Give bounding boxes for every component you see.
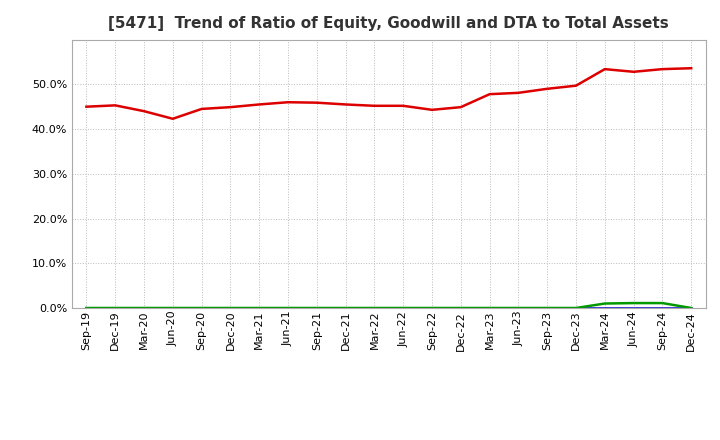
Deferred Tax Assets [111, 305, 120, 311]
Equity [226, 105, 235, 110]
Equity [197, 106, 206, 112]
Deferred Tax Assets [514, 305, 523, 311]
Deferred Tax Assets [543, 305, 552, 311]
Equity [543, 86, 552, 92]
Goodwill [485, 305, 494, 311]
Equity [456, 105, 465, 110]
Goodwill [514, 305, 523, 311]
Goodwill [600, 305, 609, 311]
Goodwill [226, 305, 235, 311]
Equity [111, 103, 120, 108]
Equity [399, 103, 408, 108]
Equity [312, 100, 321, 105]
Goodwill [658, 305, 667, 311]
Deferred Tax Assets [485, 305, 494, 311]
Equity [428, 107, 436, 113]
Line: Equity: Equity [86, 68, 691, 119]
Equity [168, 116, 177, 121]
Goodwill [543, 305, 552, 311]
Equity [572, 83, 580, 88]
Deferred Tax Assets [341, 305, 350, 311]
Deferred Tax Assets [658, 301, 667, 306]
Equity [341, 102, 350, 107]
Equity [140, 109, 148, 114]
Goodwill [255, 305, 264, 311]
Goodwill [341, 305, 350, 311]
Equity [255, 102, 264, 107]
Equity [687, 66, 696, 71]
Deferred Tax Assets [140, 305, 148, 311]
Goodwill [284, 305, 292, 311]
Line: Deferred Tax Assets: Deferred Tax Assets [86, 303, 691, 308]
Goodwill [370, 305, 379, 311]
Deferred Tax Assets [226, 305, 235, 311]
Goodwill [456, 305, 465, 311]
Goodwill [428, 305, 436, 311]
Deferred Tax Assets [572, 305, 580, 311]
Equity [658, 66, 667, 72]
Goodwill [111, 305, 120, 311]
Equity [600, 66, 609, 72]
Deferred Tax Assets [370, 305, 379, 311]
Goodwill [82, 305, 91, 311]
Equity [370, 103, 379, 108]
Deferred Tax Assets [284, 305, 292, 311]
Goodwill [168, 305, 177, 311]
Deferred Tax Assets [312, 305, 321, 311]
Deferred Tax Assets [399, 305, 408, 311]
Goodwill [312, 305, 321, 311]
Deferred Tax Assets [255, 305, 264, 311]
Equity [485, 92, 494, 97]
Deferred Tax Assets [197, 305, 206, 311]
Deferred Tax Assets [687, 305, 696, 311]
Goodwill [687, 305, 696, 311]
Equity [514, 90, 523, 95]
Equity [284, 99, 292, 105]
Deferred Tax Assets [456, 305, 465, 311]
Goodwill [629, 305, 638, 311]
Goodwill [140, 305, 148, 311]
Goodwill [197, 305, 206, 311]
Deferred Tax Assets [168, 305, 177, 311]
Deferred Tax Assets [600, 301, 609, 306]
Goodwill [572, 305, 580, 311]
Deferred Tax Assets [82, 305, 91, 311]
Title: [5471]  Trend of Ratio of Equity, Goodwill and DTA to Total Assets: [5471] Trend of Ratio of Equity, Goodwil… [109, 16, 669, 32]
Deferred Tax Assets [629, 301, 638, 306]
Equity [82, 104, 91, 109]
Equity [629, 69, 638, 74]
Goodwill [399, 305, 408, 311]
Deferred Tax Assets [428, 305, 436, 311]
